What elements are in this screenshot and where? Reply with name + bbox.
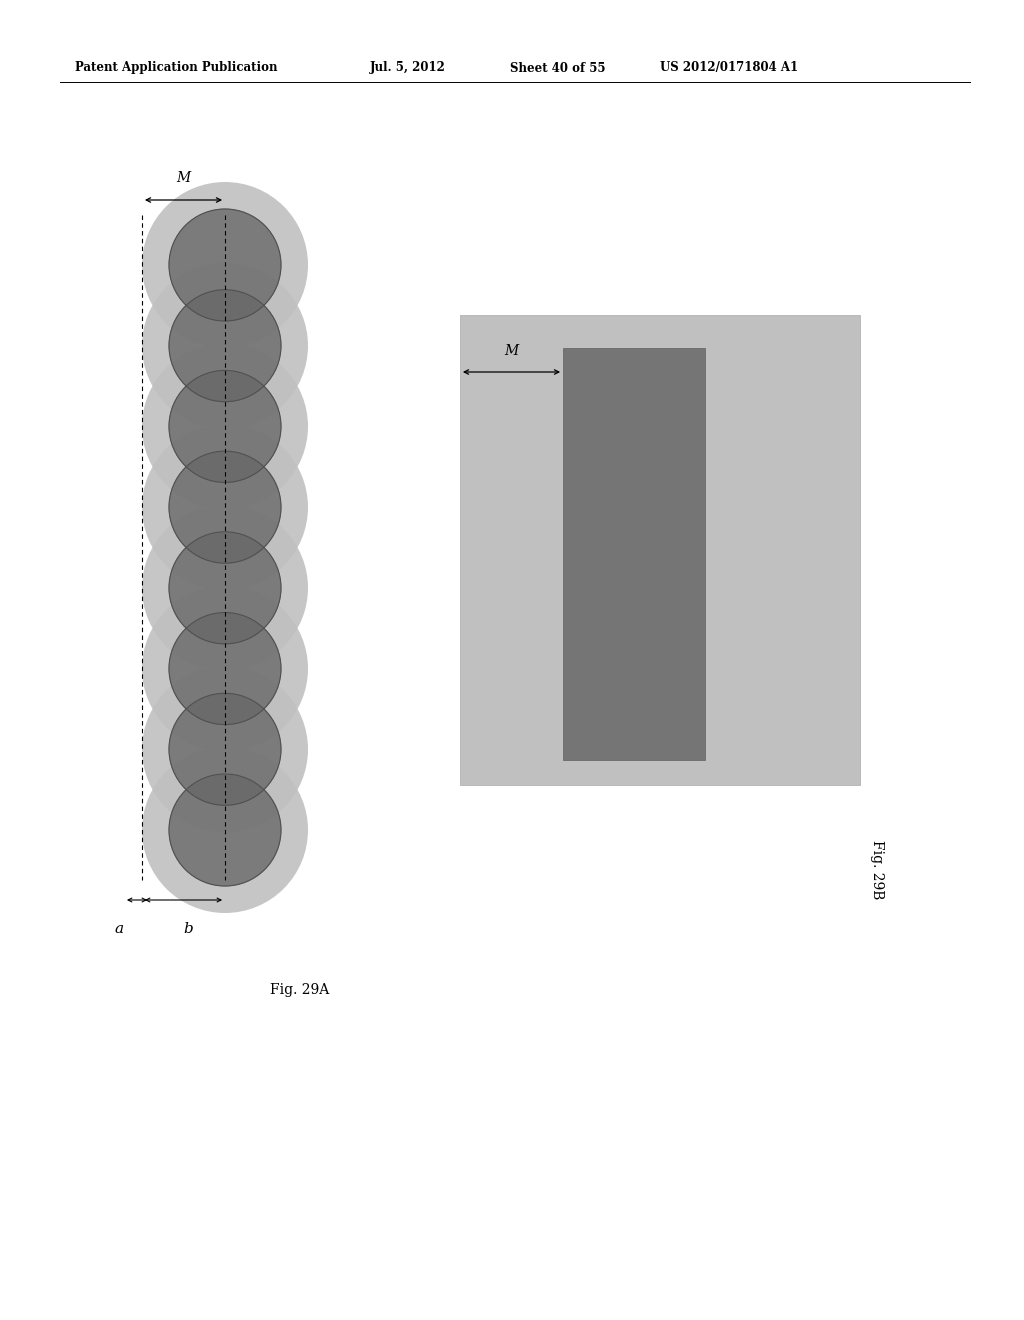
Circle shape [142, 504, 308, 671]
Circle shape [169, 693, 281, 805]
Circle shape [142, 667, 308, 833]
Circle shape [169, 532, 281, 644]
Bar [563, 348, 705, 760]
Text: Fig. 29A: Fig. 29A [270, 983, 330, 997]
Text: M: M [176, 172, 190, 185]
Circle shape [142, 182, 308, 348]
Circle shape [142, 343, 308, 510]
Text: Sheet 40 of 55: Sheet 40 of 55 [510, 62, 605, 74]
Text: US 2012/0171804 A1: US 2012/0171804 A1 [660, 62, 798, 74]
Text: M: M [505, 345, 518, 358]
Circle shape [142, 424, 308, 590]
Circle shape [169, 612, 281, 725]
Bar [460, 315, 860, 785]
Circle shape [169, 371, 281, 482]
Circle shape [142, 747, 308, 913]
Text: Fig. 29B: Fig. 29B [870, 841, 884, 900]
Text: Jul. 5, 2012: Jul. 5, 2012 [370, 62, 445, 74]
Circle shape [142, 263, 308, 429]
Circle shape [169, 774, 281, 886]
Circle shape [169, 451, 281, 564]
Text: a: a [115, 921, 124, 936]
Circle shape [169, 289, 281, 401]
Text: Patent Application Publication: Patent Application Publication [75, 62, 278, 74]
Circle shape [169, 209, 281, 321]
Circle shape [142, 586, 308, 751]
Text: b: b [183, 921, 194, 936]
